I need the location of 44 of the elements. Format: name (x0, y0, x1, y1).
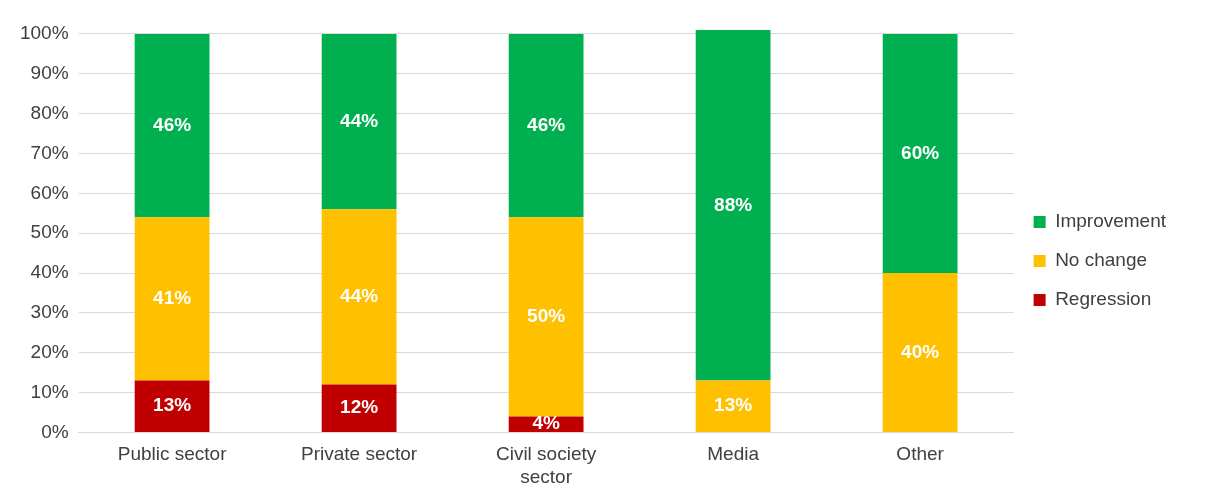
y-tick-label: 0% (41, 420, 69, 442)
data-label: 88% (714, 193, 753, 215)
bar (321, 209, 397, 385)
data-label: 13% (153, 394, 192, 416)
legend-label: Improvement (1055, 210, 1167, 232)
data-label: 60% (901, 141, 940, 163)
data-label: 13% (714, 394, 753, 416)
data-label: 50% (527, 305, 566, 327)
bar (134, 380, 210, 432)
y-tick-label: 100% (19, 22, 69, 44)
x-tick-label: Media (707, 443, 760, 465)
data-label: 40% (901, 340, 940, 362)
data-label: 44% (340, 109, 379, 131)
legend-label: No change (1055, 249, 1148, 271)
bar (134, 33, 210, 218)
y-tick-label: 40% (30, 261, 69, 283)
y-tick-label: 20% (30, 340, 69, 362)
x-tick-label: Civil society sector (495, 443, 597, 487)
y-tick-label: 60% (30, 181, 69, 203)
y-tick-label: 90% (30, 62, 69, 84)
bar (508, 33, 584, 218)
bar (508, 217, 584, 417)
bar (882, 273, 958, 432)
y-tick-label: 30% (30, 301, 69, 323)
bar (695, 30, 771, 381)
y-tick-label: 10% (30, 380, 69, 402)
data-label: 44% (340, 285, 379, 307)
y-tick-label: 50% (30, 221, 69, 243)
bar (321, 384, 397, 432)
legend-label: Regression (1055, 288, 1152, 310)
data-label: 46% (527, 113, 566, 135)
data-label: 46% (153, 113, 192, 135)
bar (695, 380, 771, 432)
bar (882, 33, 958, 274)
x-tick-label: Other (896, 443, 945, 465)
data-label: 4% (532, 412, 560, 434)
bar (321, 33, 397, 210)
x-tick-label: Public sector (117, 443, 228, 465)
data-label: 41% (153, 287, 192, 309)
y-tick-label: 70% (30, 141, 69, 163)
data-label: 12% (340, 396, 379, 418)
y-tick-label: 80% (30, 101, 69, 123)
x-tick-label: Private sector (301, 443, 418, 465)
bar (134, 217, 210, 381)
